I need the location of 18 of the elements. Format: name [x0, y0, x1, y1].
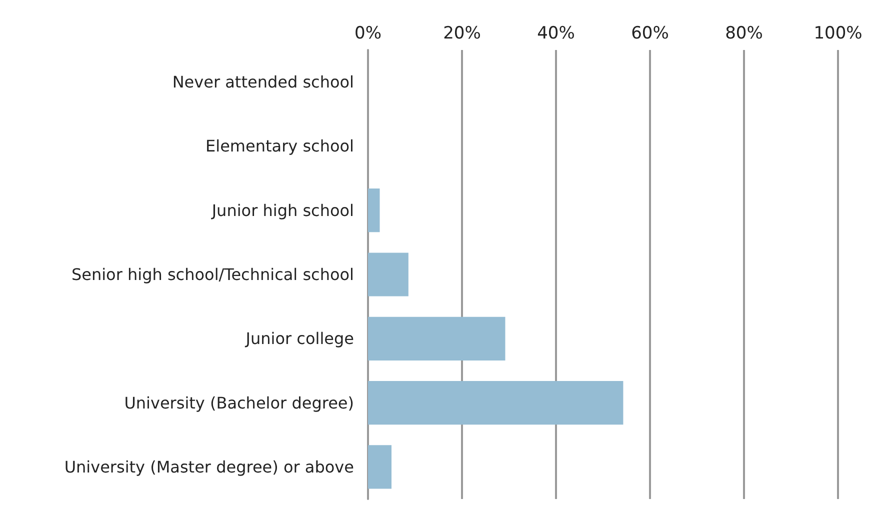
x-tick-label: 0% [354, 24, 382, 44]
x-tick-label: 20% [443, 24, 481, 44]
bar [368, 252, 408, 296]
bar [368, 445, 392, 489]
y-tick-label: University (Master degree) or above [64, 457, 354, 476]
y-tick-label: Senior high school/Technical school [71, 265, 354, 284]
y-tick-label: Junior high school [210, 200, 354, 220]
x-tick-label: 80% [725, 24, 763, 44]
bar [368, 316, 506, 360]
x-tick-label: 100% [814, 24, 862, 44]
y-tick-label: Elementary school [206, 136, 354, 156]
x-tick-label: 60% [631, 24, 669, 44]
y-tick-label: Never attended school [172, 72, 354, 92]
x-tick-label: 40% [537, 24, 575, 44]
bar [368, 380, 624, 425]
bar [368, 188, 380, 232]
y-tick-label: Junior college [244, 329, 354, 348]
y-tick-label: University (Bachelor degree) [124, 393, 354, 412]
